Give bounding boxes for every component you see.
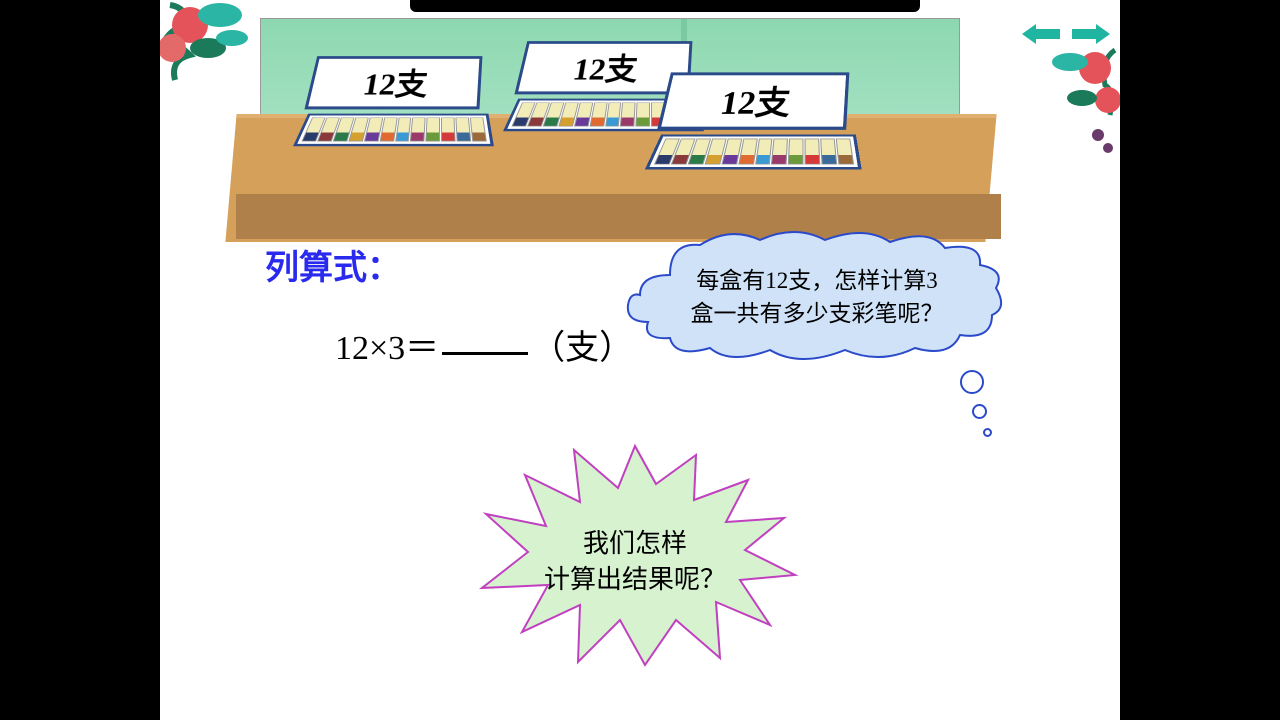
box-lid-label: 12支 [304, 56, 482, 109]
thought-bubble-dot [972, 404, 987, 419]
nav-prev-arrow[interactable] [1022, 24, 1060, 44]
answer-blank[interactable] [442, 352, 528, 355]
thought-cloud: 每盒有12支，怎样计算3盒一共有多少支彩笔呢？ [620, 230, 1006, 360]
equation-unit: （支） [531, 330, 633, 367]
top-bar [410, 0, 920, 12]
pencil-boxes-illustration: 12支 12支 12支 [260, 18, 960, 238]
floral-decoration-left [160, 0, 270, 120]
equation-expression: 12×3＝ [335, 330, 439, 367]
pencil-box-1: 12支 [301, 54, 491, 152]
box-lid-label: 12支 [657, 72, 849, 130]
formula-title: 列算式： [265, 240, 401, 289]
floral-decoration-right [1030, 40, 1120, 180]
thought-bubble-dot [983, 428, 992, 437]
nav-next-arrow[interactable] [1072, 24, 1110, 44]
burst-callout: 我们怎样计算出结果呢？ [470, 440, 800, 670]
thought-bubble-dot [960, 370, 984, 394]
equation: 12×3＝ （支） [335, 320, 633, 369]
slide: 12支 12支 12支 列算式： 12×3＝ （支） 每盒有12支，怎样计算3盒一… [160, 0, 1120, 720]
pencil-box-3: 12支 [653, 70, 858, 176]
cloud-text: 每盒有12支，怎样计算3盒一共有多少支彩笔呢？ [667, 264, 967, 331]
burst-text: 我们怎样计算出结果呢？ [470, 526, 800, 599]
